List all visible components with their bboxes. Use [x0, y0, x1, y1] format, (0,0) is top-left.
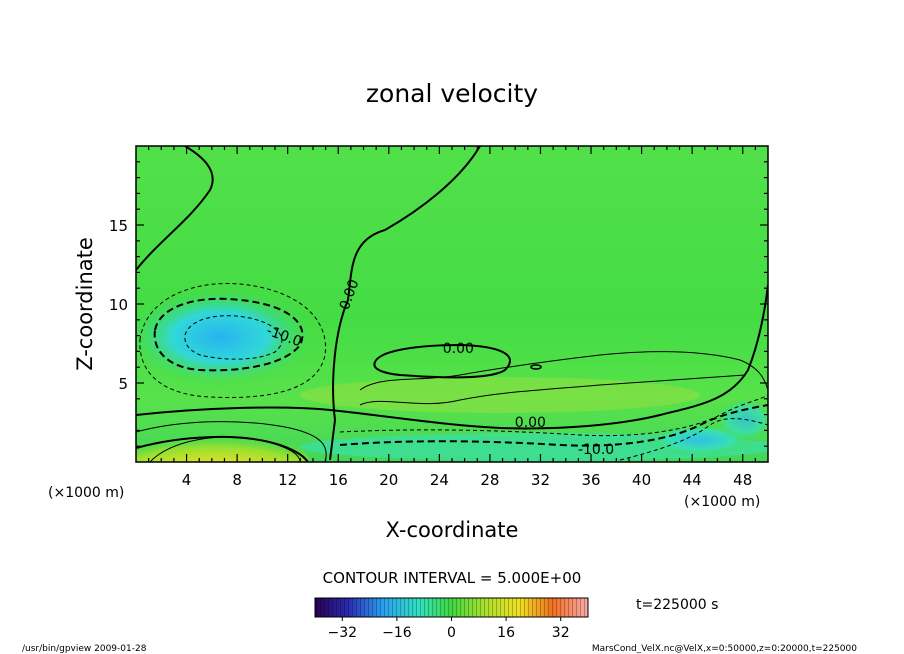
contour-pos10-lower	[136, 421, 327, 462]
contour-pos5-band	[359, 351, 768, 406]
x-tick-label: 32	[531, 471, 550, 489]
contour-zero-band-upper	[373, 343, 511, 379]
x-tick-label: 48	[733, 471, 752, 489]
time-label: t=225000 s	[636, 597, 718, 613]
contour-label: 0.00	[443, 341, 474, 357]
y-tick-label: 5	[118, 375, 128, 393]
contour-neg5-lower	[339, 394, 768, 437]
contour-zero-middle	[329, 146, 481, 461]
contour-interval-text: CONTOUR INTERVAL = 5.000E+00	[323, 569, 582, 587]
colorbar-tick-label: 32	[552, 625, 570, 641]
x-tick-label: 8	[232, 471, 242, 489]
contour-lines	[136, 146, 768, 462]
contour-label: 0.00	[515, 415, 546, 431]
contour-neg15-blob	[184, 315, 283, 360]
colorbar-tick-label: −16	[382, 625, 412, 641]
x-tick-label: 4	[182, 471, 192, 489]
colorbar-tick-label: 0	[447, 625, 456, 641]
colorbar-tick-label: 16	[497, 625, 515, 641]
x-tick-label: 20	[379, 471, 398, 489]
contour-label: -10.0	[578, 442, 614, 458]
contour-small-ring	[530, 364, 542, 370]
x-tick-label: 12	[278, 471, 297, 489]
field-negative-core	[136, 287, 315, 387]
contour-zero-lower	[136, 284, 768, 430]
chart-title: zonal velocity	[366, 79, 538, 108]
x-axis-unit-right: (×1000 m)	[684, 494, 760, 510]
x-tick-label: 16	[329, 471, 348, 489]
field-yellow-band	[300, 377, 700, 413]
y-tick-label: 15	[109, 217, 128, 235]
contour-neg10-lower	[339, 404, 768, 447]
y-tick-label: 10	[109, 296, 128, 314]
colorbar-stripes	[315, 598, 588, 617]
field-lower-right-blob	[715, 398, 768, 442]
x-tick-label: 36	[581, 471, 600, 489]
contour-zero-upper	[136, 146, 214, 271]
footer-left: /usr/bin/gpview 2009-01-28	[22, 644, 147, 654]
colorbar-tick-label: −32	[328, 625, 358, 641]
contour-neg10-blob	[153, 297, 304, 372]
x-axis-label: X-coordinate	[386, 518, 519, 542]
plot-area	[136, 146, 768, 462]
colorbar: −32 −16 0 16 32	[314, 597, 589, 641]
field-positive-core	[136, 425, 310, 462]
x-tick-label: 40	[632, 471, 651, 489]
y-axis-label: Z-coordinate	[73, 237, 97, 371]
x-axis-unit-left: (×1000 m)	[48, 485, 124, 501]
x-tick-label: 28	[480, 471, 499, 489]
contour-zero-base	[136, 435, 309, 462]
x-tick-label: 44	[683, 471, 702, 489]
colorbar-ticks: −32 −16 0 16 32	[328, 617, 570, 641]
contour-neg15-lower	[619, 418, 768, 461]
footer-right: MarsCond_VelX.nc@VelX,x=0:50000,z=0:2000…	[592, 644, 857, 654]
x-tick-label: 24	[430, 471, 449, 489]
